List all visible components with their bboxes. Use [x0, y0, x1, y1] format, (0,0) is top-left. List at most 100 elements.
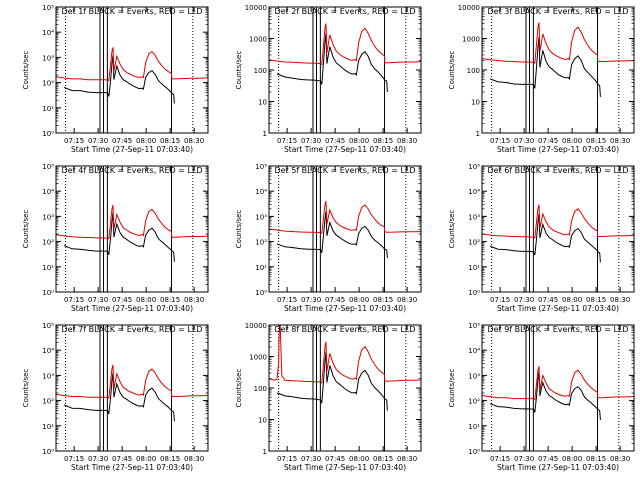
y-tick-label: 10 — [471, 99, 480, 107]
y-axis-label: Counts/sec — [22, 51, 30, 90]
detector-panel-3: Det 3f BLACK = Events, RED = LLD 1 10 100 10… — [448, 4, 635, 154]
y-tick-label: 10⁵ — [468, 163, 480, 171]
y-tick-label: 100 — [254, 385, 267, 393]
y-tick-label: 10⁵ — [42, 163, 54, 171]
lld-series-line — [56, 47, 208, 82]
detector-panel-2: Det 2f BLACK = Events, RED = LLD 1 10 100 10… — [235, 4, 422, 154]
x-tick-label: 07:45 — [112, 455, 132, 463]
plot-frame — [55, 324, 209, 452]
y-tick-label: 10⁵ — [468, 322, 480, 330]
x-tick-label: 08:30 — [610, 137, 630, 145]
x-tick-label: 08:30 — [610, 455, 630, 463]
x-tick-label: 08:00 — [136, 137, 156, 145]
y-tick-label: 1000 — [249, 36, 267, 44]
y-tick-label: 10³ — [42, 213, 54, 221]
detector-panel-4: Det 4f BLACK = Events, RED = LLD 10⁰ 10¹ 10… — [22, 163, 209, 313]
x-tick-label: 07:15 — [490, 137, 510, 145]
x-tick-label: 08:15 — [373, 137, 393, 145]
x-tick-label: 07:30 — [301, 137, 321, 145]
x-tick-label: 07:30 — [88, 455, 108, 463]
lld-series-line — [56, 204, 208, 240]
x-tick-label: 07:15 — [64, 455, 84, 463]
x-tick-label: 07:45 — [538, 296, 558, 304]
x-tick-label: 07:15 — [64, 137, 84, 145]
y-tick-label: 10³ — [468, 213, 480, 221]
y-tick-label: 10² — [255, 239, 267, 247]
x-tick-label: 07:15 — [490, 455, 510, 463]
y-axis-label: Counts/sec — [448, 369, 456, 408]
y-tick-label: 10000 — [245, 4, 267, 12]
x-axis-label: Start Time (27-Sep-11 07:03:40) — [497, 145, 619, 154]
x-tick-label: 07:45 — [112, 137, 132, 145]
y-tick-label: 10¹ — [468, 423, 480, 431]
detector-panel-8: Det 8f BLACK = Events, RED = LLD 1 10 100 10… — [235, 322, 422, 472]
y-tick-label: 10 — [258, 99, 267, 107]
panel-title: Det 5f BLACK = Events, RED = LLD — [274, 166, 415, 175]
lld-series-line — [56, 364, 208, 400]
y-axis-label: Counts/sec — [235, 210, 243, 249]
y-tick-label: 10 — [258, 417, 267, 425]
panel-title: Det 9f BLACK = Events, RED = LLD — [487, 325, 628, 334]
x-tick-label: 07:15 — [490, 296, 510, 304]
events-series-line — [489, 213, 601, 263]
x-tick-label: 08:30 — [184, 455, 204, 463]
y-tick-label: 10¹ — [42, 105, 54, 113]
lld-series-line — [482, 366, 634, 401]
x-tick-label: 08:30 — [610, 296, 630, 304]
y-tick-label: 10⁴ — [468, 347, 480, 355]
x-tick-label: 08:15 — [586, 296, 606, 304]
detector-panel-6: Det 6f BLACK = Events, RED = LLD 10⁰ 10¹ 10… — [448, 163, 635, 313]
events-series-line — [489, 37, 601, 97]
y-tick-label: 10¹ — [468, 264, 480, 272]
panel-title: Det 7f BLACK = Events, RED = LLD — [61, 325, 202, 334]
x-axis-label: Start Time (27-Sep-11 07:03:40) — [71, 304, 193, 313]
y-tick-label: 10000 — [245, 322, 267, 330]
plot-frame — [481, 165, 635, 293]
y-tick-label: 10¹ — [42, 423, 54, 431]
y-axis-label: Counts/sec — [22, 210, 30, 249]
x-tick-label: 08:30 — [397, 137, 417, 145]
detector-panel-7: Det 7f BLACK = Events, RED = LLD 10⁰ 10¹ 10… — [22, 322, 209, 472]
panel-title: Det 1f BLACK = Events, RED = LLD — [61, 7, 202, 16]
y-tick-label: 10³ — [468, 372, 480, 380]
x-tick-label: 08:15 — [586, 455, 606, 463]
x-tick-label: 07:30 — [301, 455, 321, 463]
y-tick-label: 10⁵ — [255, 163, 267, 171]
x-axis-label: Start Time (27-Sep-11 07:03:40) — [284, 304, 406, 313]
x-tick-label: 08:15 — [160, 137, 180, 145]
plot-frame — [55, 6, 209, 134]
y-tick-label: 100 — [254, 67, 267, 75]
y-tick-label: 10⁵ — [42, 322, 54, 330]
y-tick-label: 10⁴ — [42, 347, 54, 355]
y-tick-label: 10³ — [42, 372, 54, 380]
y-tick-label: 1 — [476, 130, 480, 138]
y-tick-label: 10⁴ — [468, 188, 480, 196]
y-tick-label: 10⁴ — [255, 188, 267, 196]
x-tick-label: 08:00 — [349, 455, 369, 463]
x-tick-label: 08:00 — [562, 296, 582, 304]
y-tick-label: 10⁰ — [468, 289, 480, 297]
y-tick-label: 100 — [467, 67, 480, 75]
events-series-line — [276, 211, 388, 259]
plot-frame — [268, 165, 422, 293]
x-tick-label: 07:45 — [538, 455, 558, 463]
plot-frame — [268, 324, 422, 452]
lld-series-line — [482, 204, 634, 239]
y-tick-label: 1 — [263, 448, 267, 456]
x-tick-label: 07:15 — [277, 137, 297, 145]
lld-series-line — [482, 22, 634, 64]
panel-title: Det 6f BLACK = Events, RED = LLD — [487, 166, 628, 175]
events-series-line — [63, 55, 175, 104]
panel-title: Det 8f BLACK = Events, RED = LLD — [274, 325, 415, 334]
x-axis-label: Start Time (27-Sep-11 07:03:40) — [497, 463, 619, 472]
y-axis-label: Counts/sec — [448, 210, 456, 249]
x-tick-label: 08:30 — [397, 296, 417, 304]
y-tick-label: 10⁴ — [42, 188, 54, 196]
y-tick-label: 10⁵ — [42, 4, 54, 12]
y-axis-label: Counts/sec — [235, 369, 243, 408]
events-series-line — [489, 371, 601, 421]
y-tick-label: 10² — [42, 80, 54, 88]
lld-series-line — [269, 201, 421, 234]
x-tick-label: 08:15 — [373, 455, 393, 463]
